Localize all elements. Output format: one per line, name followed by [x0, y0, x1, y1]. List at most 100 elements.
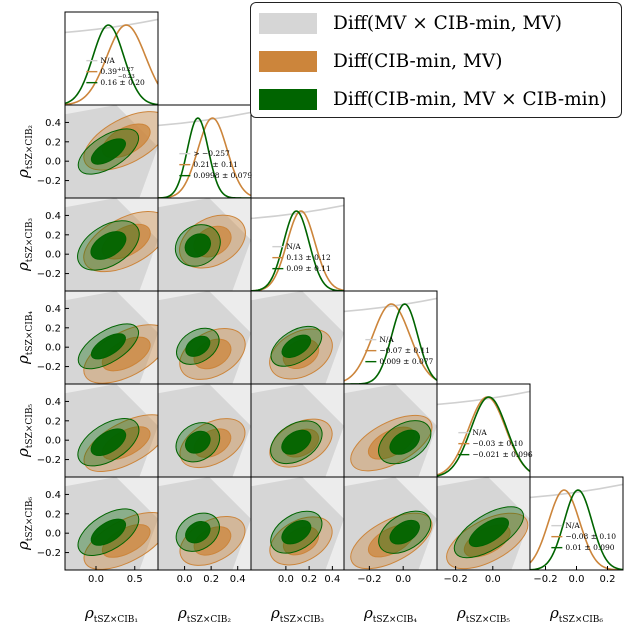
green-posterior-line	[530, 489, 623, 570]
legend-label-gray: Diff(MV × CIB-min, MV)	[333, 12, 562, 34]
annotation-sub: −0.23	[118, 74, 135, 80]
green-contour-68	[90, 231, 127, 260]
orange-posterior-line	[65, 24, 158, 105]
annotation-2-1: 0.13 ± 0.12	[286, 253, 331, 262]
x-tick-label: 0.0	[395, 574, 411, 585]
green-posterior-line	[437, 396, 530, 477]
x-tick-label: 0.0	[278, 574, 294, 585]
y-tick-label: 0.4	[45, 304, 61, 315]
y-tick-label: −0.2	[37, 362, 61, 373]
panel-4-3	[344, 384, 437, 477]
x-tick-label: −0.2	[357, 574, 381, 585]
y-axis-label-2: ρtSZ×CIB₃	[14, 218, 35, 272]
green-contour-68	[185, 521, 211, 544]
legend-entry-gray: Diff(MV × CIB-min, MV)	[259, 9, 562, 37]
green-contour-68	[281, 334, 312, 358]
gray-posterior-line	[344, 297, 437, 313]
annotation-4-1: −0.03 ± 0.10	[472, 439, 523, 448]
y-axis-sub: tSZ×CIB₆	[25, 497, 35, 542]
y-tick-label: −0.2	[37, 455, 61, 466]
annotation-sup: +0.27	[117, 67, 134, 73]
annotation-0-0: N/A	[100, 56, 115, 65]
x-axis-label-2: ρtSZ×CIB₃	[270, 604, 324, 625]
panel-4-0	[65, 384, 158, 477]
annotation-1-1: 0.21 ± 0.11	[193, 160, 237, 169]
panel-4-2	[251, 384, 344, 477]
annotation-5-1: −0.08 ± 0.10	[565, 532, 616, 541]
panel-frame	[436, 383, 531, 478]
x-tick-label: 0.0	[177, 574, 193, 585]
green-contour-68	[389, 519, 420, 545]
diag-panel-4	[437, 384, 530, 477]
y-tick-label: 0.4	[45, 490, 61, 501]
y-tick-label: 0.2	[45, 416, 61, 427]
green-contour-68	[90, 428, 127, 457]
legend-patch-orange	[259, 50, 317, 72]
panel-1-0	[65, 105, 158, 198]
y-axis-label-4: ρtSZ×CIB₅	[14, 404, 35, 458]
legend-label-orange: Diff(CIB-min, MV)	[333, 50, 503, 72]
diag-panel-0	[65, 12, 158, 105]
x-axis-sub: tSZ×CIB₁	[94, 615, 138, 625]
green-contour-68	[90, 518, 127, 546]
green-contour-68	[281, 520, 312, 545]
gray-region	[158, 384, 251, 477]
x-axis-label-3: ρtSZ×CIB₄	[363, 604, 417, 625]
diag-panel-5	[530, 477, 623, 570]
x-tick-label: 0.5	[127, 574, 143, 585]
y-tick-label: 0.0	[45, 529, 61, 540]
panel-2-1	[158, 198, 251, 291]
panel-frame	[250, 197, 345, 292]
panel-frame	[157, 104, 252, 199]
y-axis-label-1: ρtSZ×CIB₂	[14, 125, 35, 179]
y-tick-label: 0.2	[45, 137, 61, 148]
annotation-2-0: N/A	[286, 242, 301, 251]
y-tick-label: 0.2	[45, 509, 61, 520]
x-tick-label: 0.0	[88, 574, 104, 585]
x-axis-label-5: ρtSZ×CIB₆	[549, 604, 603, 625]
legend-patch-green	[259, 88, 317, 110]
panel-2-0	[65, 198, 158, 291]
y-tick-label: 0.2	[45, 230, 61, 241]
y-tick-label: −0.2	[37, 548, 61, 559]
y-tick-label: 0.2	[45, 323, 61, 334]
green-contour-68	[185, 430, 211, 454]
y-tick-label: 0.4	[45, 211, 61, 222]
y-tick-label: 0.4	[45, 397, 61, 408]
y-axis-sub: tSZ×CIB₄	[25, 311, 35, 356]
panel-5-4	[437, 477, 530, 570]
legend-entry-orange: Diff(CIB-min, MV)	[259, 47, 502, 75]
y-tick-label: 0.4	[45, 118, 61, 129]
x-tick-label: 0.4	[324, 574, 340, 585]
x-axis-label-1: ρtSZ×CIB₂	[177, 604, 231, 625]
annotation-3-2: 0.009 ± 0.077	[379, 357, 433, 366]
x-tick-label: −0.2	[443, 574, 467, 585]
x-axis-sub: tSZ×CIB₄	[373, 615, 418, 625]
annotation-5-2: 0.01 ± 0.090	[565, 543, 614, 552]
green-contour-68	[281, 429, 312, 455]
x-axis-sub: tSZ×CIB₂	[187, 615, 232, 625]
y-axis-sub: tSZ×CIB₃	[25, 218, 35, 263]
panel-3-0	[65, 291, 158, 384]
annotation-5-0: N/A	[565, 521, 580, 530]
green-posterior-line	[251, 210, 344, 291]
panel-5-0	[65, 477, 158, 570]
y-tick-label: −0.2	[37, 176, 61, 187]
x-tick-label: 0.2	[301, 574, 317, 585]
green-contour-68	[185, 335, 211, 357]
x-axis-label-0: ρtSZ×CIB₁	[84, 604, 138, 625]
orange-posterior-line	[158, 117, 251, 198]
annotation-1-0: > −0.257	[193, 149, 230, 158]
diag-panel-3	[344, 291, 437, 384]
y-tick-label: 0.0	[45, 343, 61, 354]
legend: Diff(MV × CIB-min, MV) Diff(CIB-min, MV)…	[250, 2, 622, 118]
diag-panel-2	[251, 198, 344, 291]
x-axis-label-4: ρtSZ×CIB₅	[456, 604, 510, 625]
green-contour-68	[389, 429, 420, 455]
annotation-1-2: 0.0998 ± 0.079	[193, 171, 252, 180]
y-tick-label: 0.0	[45, 157, 61, 168]
x-axis-sub: tSZ×CIB₃	[280, 615, 325, 625]
panel-frame	[343, 290, 438, 385]
orange-posterior-line	[344, 303, 437, 382]
